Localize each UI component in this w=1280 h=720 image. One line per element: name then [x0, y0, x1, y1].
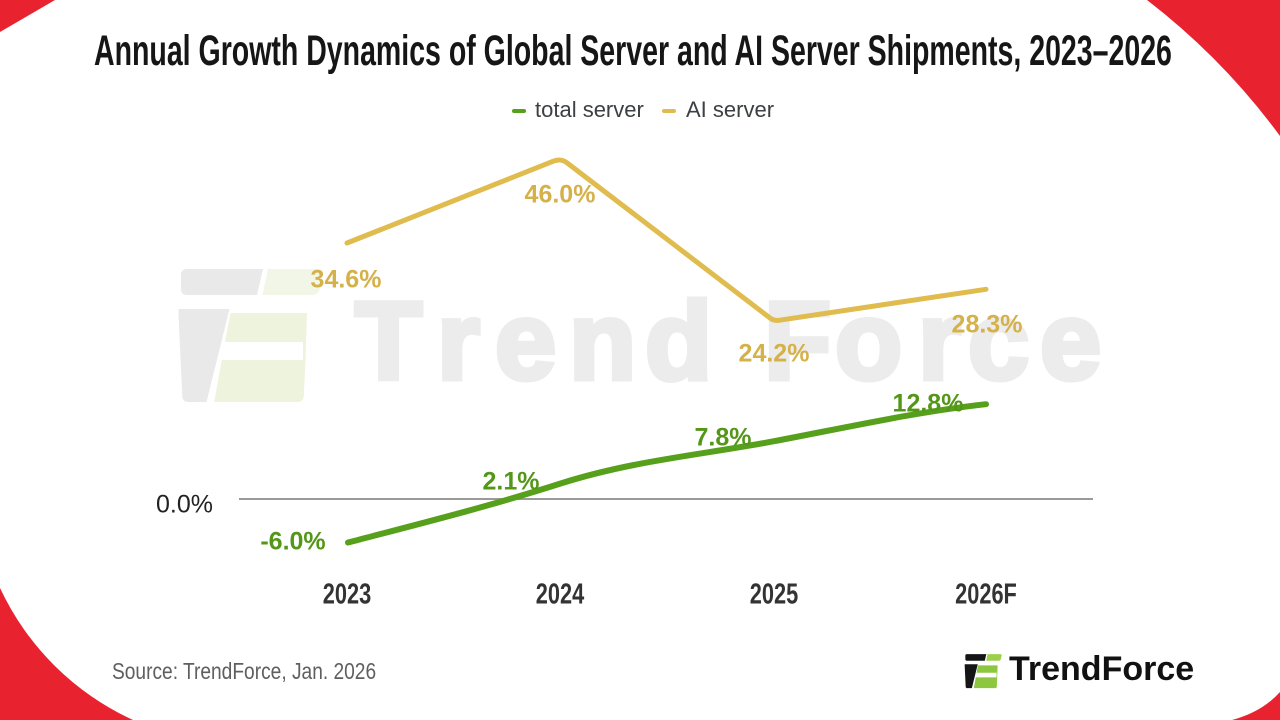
svg-text:TrendForce: TrendForce — [355, 280, 1101, 403]
